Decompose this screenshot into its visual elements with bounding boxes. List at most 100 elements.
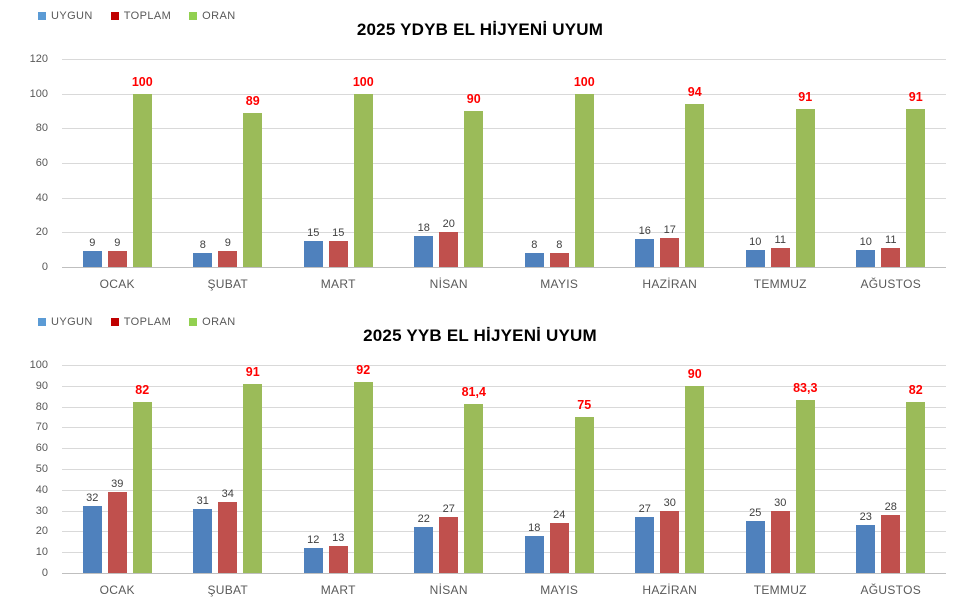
gridline [62,163,946,164]
bar-uygun-mayis: 8 [524,239,544,267]
y-tick-label: 50 [35,463,48,475]
bar-group-mart: 12 13 92 [283,363,394,573]
oran-value-label: 82 [135,383,150,398]
bar-oran-ocak: 82 [132,383,152,573]
bar-group-haziran: 27 30 90 [615,365,726,573]
oran-value-label: 91 [908,90,923,105]
toplam-value-label: 39 [111,477,124,490]
bar-uygun-agustos: 23 [856,511,876,573]
gridline [62,469,946,470]
gridline [62,197,946,199]
uygun-value-label: 16 [638,225,651,238]
gridline [62,552,946,554]
toplam-value-label: 34 [221,488,234,501]
y-tick-label: 80 [35,400,48,413]
bar-toplam-haziran: 30 [660,497,680,573]
bar-oran-haziran: 90 [685,367,705,573]
legend-label: UYGUN [51,10,93,22]
uygun-value-label: 22 [417,513,430,526]
toplam-value-label: 11 [774,233,786,246]
uygun-value-label: 10 [859,235,872,248]
gridline [62,448,946,450]
toplam-value-label: 30 [663,496,676,509]
bar-group-haziran: 16 17 94 [615,59,726,267]
bar-oran-mayis: 75 [574,398,594,573]
uygun-value-label: 8 [199,239,206,252]
y-tick-label: 10 [35,546,48,559]
gridline [62,128,946,130]
oran-value-label: 89 [245,93,260,108]
toplam-swatch-icon [110,318,119,326]
y-tick-label: 40 [35,483,48,496]
x-category-label: AĞUSTOS [860,277,922,291]
bar-uygun-ocak: 9 [82,237,102,267]
bar-group-nisan: 22 27 81,4 [394,365,505,573]
oran-value-label: 100 [573,74,595,89]
bar-toplam-ocak: 39 [107,478,127,573]
bar-oran-temmuz: 91 [795,90,815,267]
oran-value-label: 90 [687,366,702,381]
uygun-value-label: 31 [196,494,209,507]
bar-group-temmuz: 25 30 83,3 [725,365,836,573]
bar-group-mayis: 18 24 75 [504,365,615,573]
bar-group-mayis: 8 8 100 [504,59,615,267]
bar-oran-mayis: 100 [574,75,595,267]
legend-item-uygun: UYGUN [38,316,93,328]
legend: UYGUN TOPLAM ORAN [38,316,236,328]
y-tick-label: 60 [35,157,48,169]
toplam-value-label: 17 [663,223,676,236]
y-tick-label: 90 [35,379,48,392]
gridline [62,385,946,387]
bar-uygun-haziran: 16 [635,225,655,267]
gridline [62,93,946,95]
bar-toplam-mayis: 8 [549,239,569,267]
legend-label: UYGUN [51,316,93,328]
toplam-value-label: 20 [442,218,455,231]
bar-uygun-mart: 12 [303,534,323,573]
bar-uygun-mayis: 18 [524,522,544,573]
bar-uygun-temmuz: 25 [745,507,765,573]
x-category-label: MART [320,583,356,597]
bar-uygun-temmuz: 10 [745,236,765,267]
oran-value-label: 91 [245,364,260,379]
bar-uygun-subat: 31 [193,495,213,573]
bar-uygun-subat: 8 [193,239,213,267]
x-category-label: MAYIS [540,277,579,291]
bar-uygun-haziran: 27 [635,503,655,573]
bar-toplam-nisan: 27 [439,503,459,573]
uygun-value-label: 23 [859,511,872,524]
bar-toplam-temmuz: 11 [770,234,790,267]
bar-oran-nisan: 90 [464,92,484,267]
bar-uygun-nisan: 18 [414,222,434,267]
y-tick-label: 20 [35,525,48,538]
oran-value-label: 82 [908,383,923,398]
uygun-value-label: 32 [86,492,99,505]
y-tick-label: 100 [29,87,48,100]
toplam-value-label: 9 [224,237,231,250]
bar-oran-haziran: 94 [685,85,705,267]
bar-oran-agustos: 82 [906,383,926,573]
toplam-value-label: 24 [553,509,566,522]
x-axis-line [62,267,946,268]
oran-value-label: 81,4 [461,384,486,399]
bar-toplam-agustos: 11 [881,234,901,267]
toplam-value-label: 27 [442,502,455,515]
bar-uygun-nisan: 22 [414,513,434,573]
gridline [62,531,946,533]
bar-group-ocak: 9 9 100 [62,59,173,267]
toplam-value-label: 28 [884,500,897,513]
x-category-label: OCAK [99,277,135,291]
legend-label: ORAN [202,316,236,328]
bar-uygun-mart: 15 [303,227,323,267]
bar-toplam-nisan: 20 [439,218,459,267]
toplam-value-label: 11 [885,233,897,246]
uygun-value-label: 12 [307,534,320,547]
plot-area: 9 9 100 8 9 89 15 15 100 18 20 90 8 8 100 16 17 94 10 11 91 1… [62,59,946,268]
y-axis: 0 20 40 60 80 100 120 [0,53,56,273]
toplam-value-label: 30 [774,496,787,509]
bar-toplam-mart: 15 [328,227,348,267]
uygun-swatch-icon [38,318,46,326]
uygun-value-label: 18 [417,221,430,234]
bar-uygun-agustos: 10 [856,236,876,267]
bar-oran-temmuz: 83,3 [793,381,817,573]
